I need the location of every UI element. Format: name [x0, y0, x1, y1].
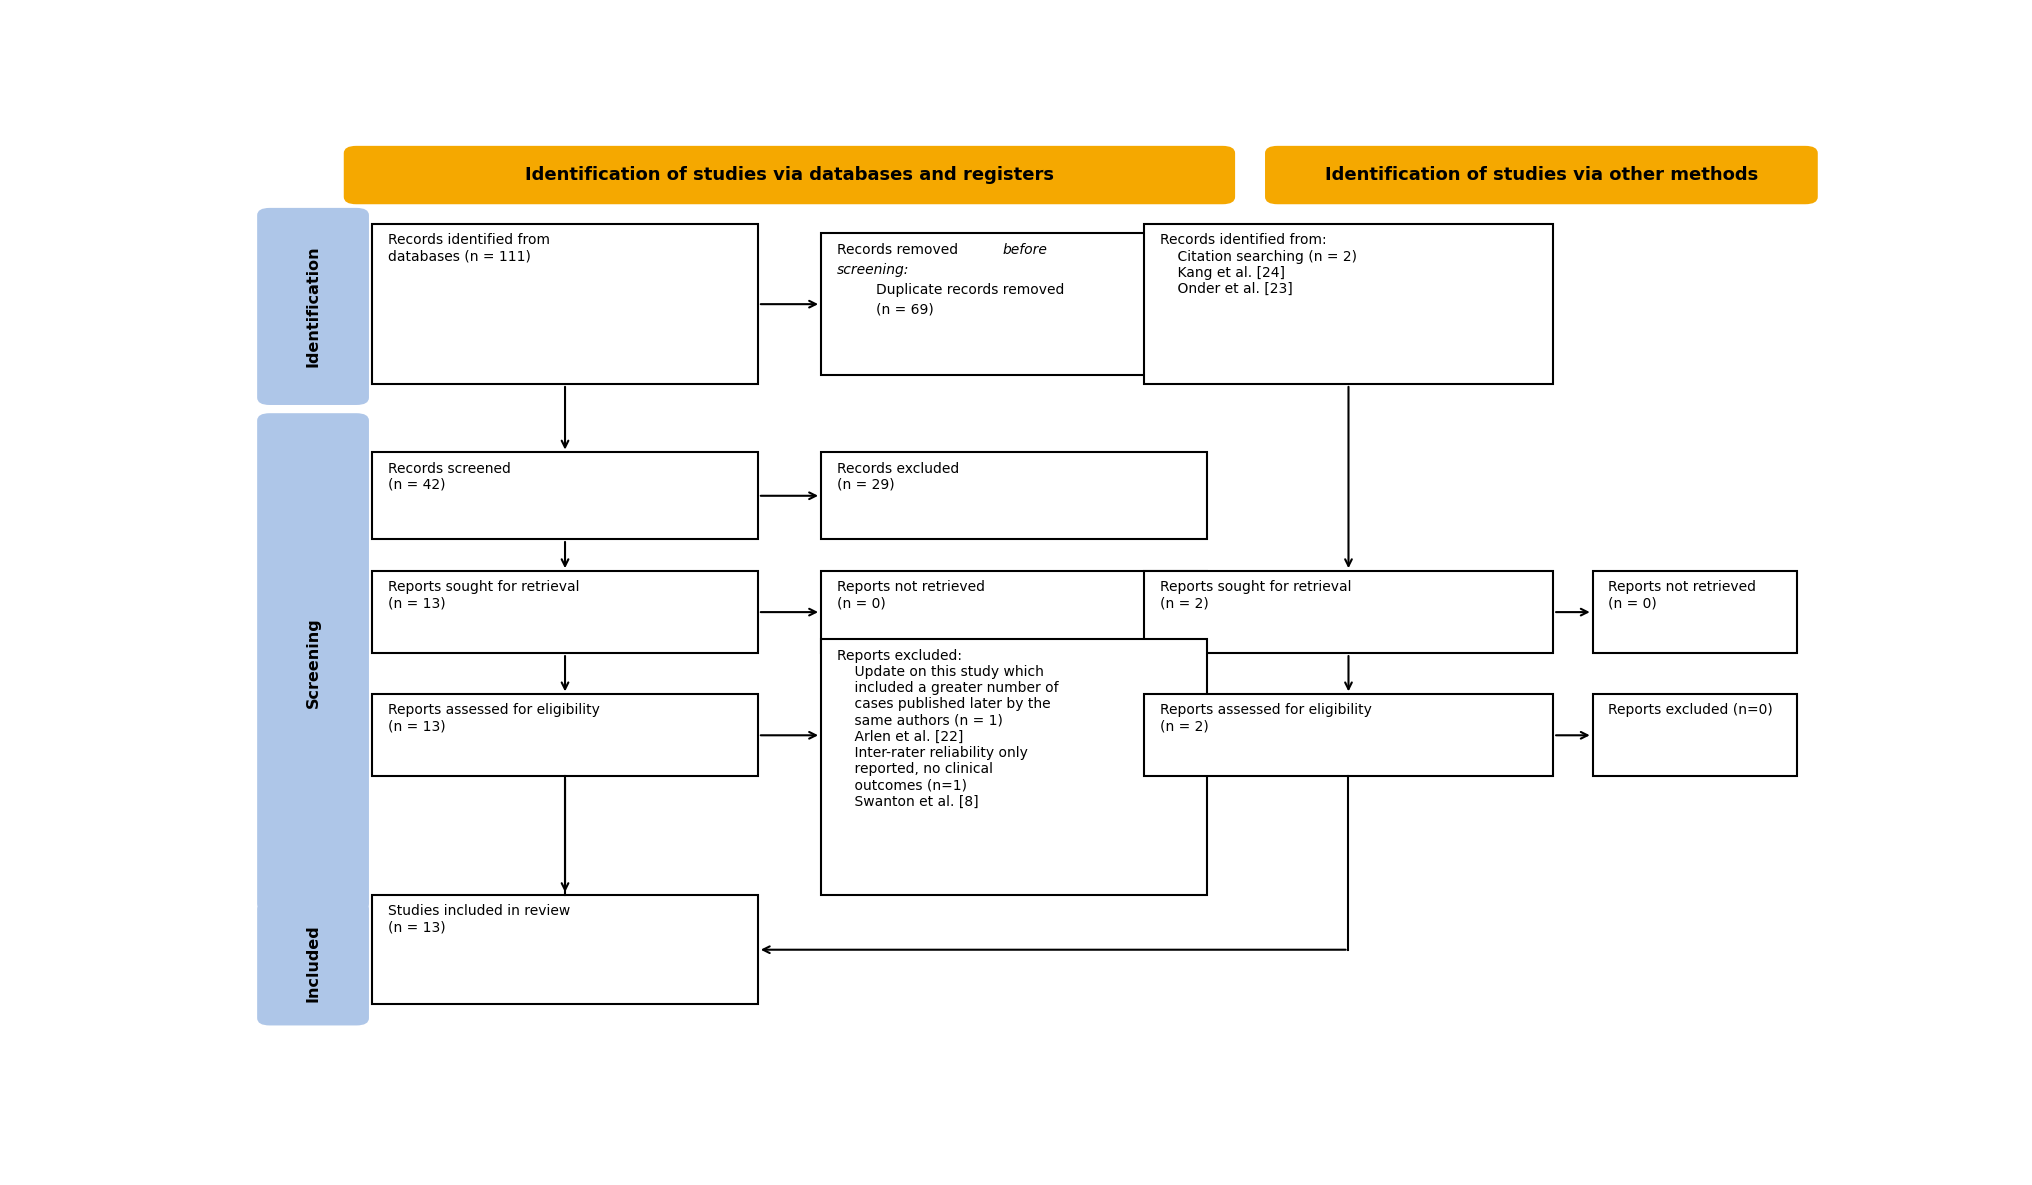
FancyBboxPatch shape [1266, 146, 1819, 204]
Text: Identification of studies via other methods: Identification of studies via other meth… [1325, 166, 1758, 184]
Text: (n = 69): (n = 69) [876, 303, 935, 316]
Text: Reports sought for retrieval
(n = 2): Reports sought for retrieval (n = 2) [1160, 581, 1351, 610]
Bar [1593, 571, 1796, 653]
Bar [372, 224, 758, 384]
Text: Reports not retrieved
(n = 0): Reports not retrieved (n = 0) [1609, 581, 1756, 610]
Bar [1144, 224, 1552, 384]
Text: Reports excluded:
    Update on this study which
    included a greater number o: Reports excluded: Update on this study w… [837, 648, 1059, 808]
Text: Records excluded
(n = 29): Records excluded (n = 29) [837, 462, 959, 492]
FancyBboxPatch shape [258, 207, 370, 405]
Bar [372, 895, 758, 1005]
Text: Reports assessed for eligibility
(n = 13): Reports assessed for eligibility (n = 13… [388, 704, 599, 734]
Text: Records screened
(n = 42): Records screened (n = 42) [388, 462, 510, 492]
Bar [821, 571, 1207, 653]
Text: Reports not retrieved
(n = 0): Reports not retrieved (n = 0) [837, 581, 986, 610]
Text: Records removed: Records removed [837, 243, 963, 257]
Text: screening:: screening: [837, 263, 908, 276]
FancyBboxPatch shape [258, 414, 370, 911]
FancyBboxPatch shape [258, 902, 370, 1025]
Text: Studies included in review
(n = 13): Studies included in review (n = 13) [388, 904, 571, 934]
Bar [372, 571, 758, 653]
Text: Identification of studies via databases and registers: Identification of studies via databases … [524, 166, 1055, 184]
Text: Identification: Identification [305, 245, 321, 367]
Text: Included: Included [305, 924, 321, 1003]
Text: Reports sought for retrieval
(n = 13): Reports sought for retrieval (n = 13) [388, 581, 579, 610]
Text: Reports assessed for eligibility
(n = 2): Reports assessed for eligibility (n = 2) [1160, 704, 1372, 734]
Bar [1144, 571, 1552, 653]
Text: Records identified from:
    Citation searching (n = 2)
    Kang et al. [24]
   : Records identified from: Citation search… [1160, 233, 1357, 296]
Bar [821, 453, 1207, 539]
Text: Records identified from
databases (n = 111): Records identified from databases (n = 1… [388, 233, 551, 263]
FancyBboxPatch shape [343, 146, 1235, 204]
Bar [1144, 694, 1552, 776]
Bar [821, 640, 1207, 895]
Text: Screening: Screening [305, 617, 321, 707]
Text: Duplicate records removed: Duplicate records removed [876, 283, 1065, 296]
Bar [1593, 694, 1796, 776]
Bar [372, 694, 758, 776]
Bar [821, 233, 1207, 374]
Text: Reports excluded (n=0): Reports excluded (n=0) [1609, 704, 1774, 717]
Bar [372, 453, 758, 539]
Text: before: before [1002, 243, 1046, 257]
